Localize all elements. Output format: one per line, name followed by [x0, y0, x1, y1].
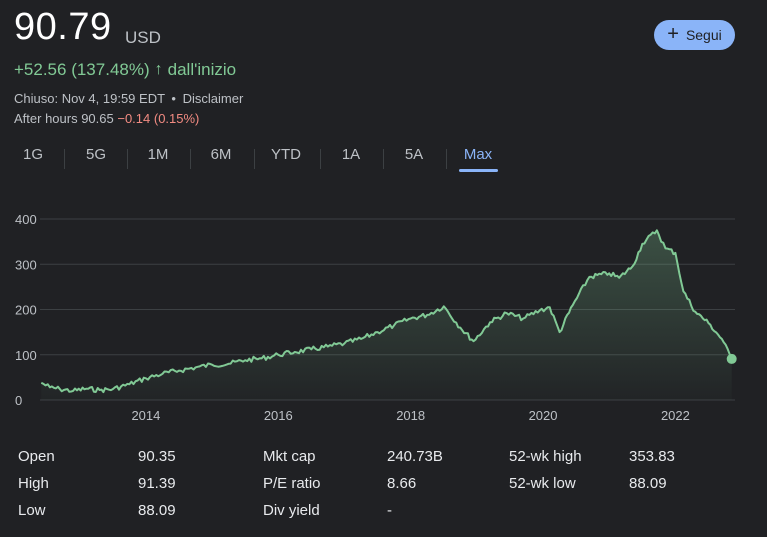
y-tick-label: 300 [15, 257, 37, 272]
follow-button-label: Segui [685, 27, 722, 43]
stat-value: 91.39 [138, 475, 176, 492]
tab-1m[interactable]: 1M [147, 146, 169, 163]
after-hours: After hours 90.65 −0.14 (0.15%) [14, 111, 199, 126]
stat-label: Low [18, 502, 46, 519]
y-tick-label: 0 [15, 393, 22, 408]
stock-price: 90.79 [14, 6, 112, 48]
stat-label: High [18, 475, 49, 492]
stat-value: 90.35 [138, 448, 176, 465]
currency-label: USD [125, 28, 161, 47]
after-hours-change: −0.14 (0.15%) [117, 111, 200, 126]
y-tick-label: 400 [15, 212, 37, 227]
tab-6m[interactable]: 6M [210, 146, 232, 163]
stat-value: 353.83 [629, 448, 675, 465]
tab-1a[interactable]: 1A [341, 146, 361, 163]
stat-label: 52-wk low [509, 475, 576, 492]
stat-label: Open [18, 448, 55, 465]
stat-value: 8.66 [387, 475, 417, 492]
tab-5a[interactable]: 5A [404, 146, 424, 163]
price-change: +52.56 (137.48%) ↑ dall'inizio [14, 60, 236, 80]
tab-divider [64, 149, 65, 169]
tab-ytd[interactable]: YTD [271, 146, 301, 163]
stat-value: 88.09 [629, 475, 667, 492]
tab-max[interactable]: Max [463, 146, 493, 163]
x-tick-label: 2022 [661, 408, 690, 423]
tab-divider [127, 149, 128, 169]
x-axis: 2014 2016 2018 2020 2022 [131, 408, 689, 423]
stat-value: 240.73B [387, 448, 443, 465]
after-hours-label: After hours 90.65 [14, 111, 114, 126]
closed-text: Chiuso: Nov 4, 19:59 EDT [14, 91, 165, 106]
tab-divider [383, 149, 384, 169]
market-status: Chiuso: Nov 4, 19:59 EDT • Disclaimer [14, 91, 243, 106]
active-tab-indicator [459, 169, 498, 172]
tab-divider [190, 149, 191, 169]
stat-value: 88.09 [138, 502, 176, 519]
price-chart[interactable]: 400 300 200 100 0 2014 2016 2018 2020 2022 [0, 200, 767, 435]
current-price-dot [726, 353, 737, 364]
y-tick-label: 100 [15, 348, 37, 363]
stat-label: P/E ratio [263, 475, 321, 492]
plus-icon: + [667, 23, 679, 45]
y-axis: 400 300 200 100 0 [15, 212, 37, 408]
tab-1g[interactable]: 1G [22, 146, 44, 163]
stat-value: - [387, 502, 392, 519]
change-value: +52.56 (137.48%) [14, 60, 150, 79]
range-tabs: 1G 5G 1M 6M YTD 1A 5A Max [0, 146, 520, 174]
x-tick-label: 2020 [529, 408, 558, 423]
x-tick-label: 2014 [131, 408, 160, 423]
tab-divider [446, 149, 447, 169]
tab-divider [254, 149, 255, 169]
stat-label: 52-wk high [509, 448, 582, 465]
disclaimer-link[interactable]: Disclaimer [182, 91, 244, 106]
follow-button[interactable]: + Segui [654, 20, 735, 50]
change-period: dall'inizio [167, 60, 237, 79]
x-tick-label: 2016 [264, 408, 293, 423]
x-tick-label: 2018 [396, 408, 425, 423]
stat-label: Mkt cap [263, 448, 316, 465]
tab-divider [320, 149, 321, 169]
arrow-up-icon: ↑ [154, 61, 163, 78]
y-tick-label: 200 [15, 303, 37, 318]
price-line [40, 229, 733, 394]
price-area [41, 230, 732, 400]
tab-5g[interactable]: 5G [85, 146, 107, 163]
separator: • [171, 91, 176, 106]
stat-label: Div yield [263, 502, 320, 519]
